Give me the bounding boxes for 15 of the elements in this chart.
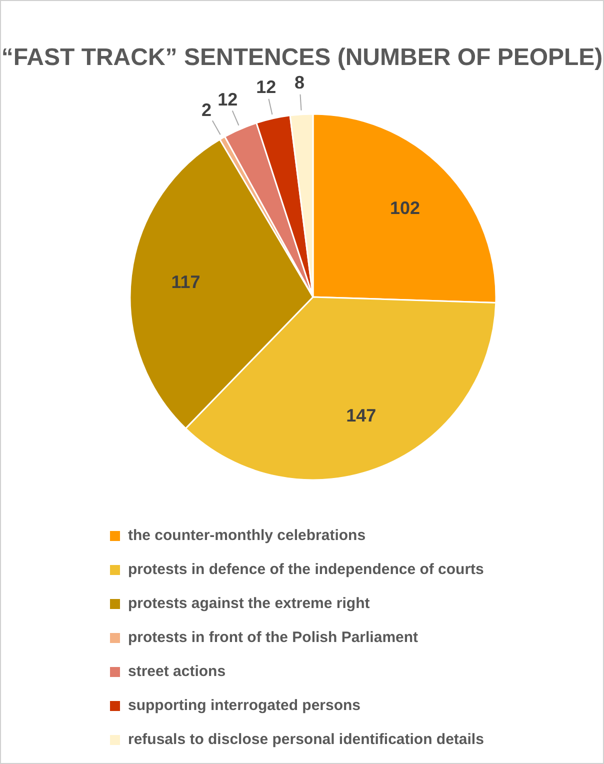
legend-label: protests in defence of the independence of courts	[128, 561, 484, 578]
chart-title: “FAST TRACK” SENTENCES (NUMBER OF PEOPLE)	[1, 44, 603, 71]
legend-label: supporting interrogated persons	[128, 697, 361, 714]
legend-label: the counter-monthly celebrations	[128, 527, 366, 544]
data-label: 12	[218, 90, 238, 110]
data-label: 102	[390, 198, 420, 218]
data-label: 12	[256, 77, 276, 98]
data-label: 8	[294, 72, 305, 92]
data-label: 147	[346, 406, 376, 426]
data-label: 2	[201, 100, 212, 120]
legend-label: refusals to disclose personal identification details	[128, 731, 484, 748]
data-label: 117	[171, 272, 200, 292]
legend-label: protests against the extreme right	[128, 595, 370, 612]
legend-label: protests in front of the Polish Parliament	[128, 629, 418, 646]
legend-label: street actions	[128, 663, 226, 680]
